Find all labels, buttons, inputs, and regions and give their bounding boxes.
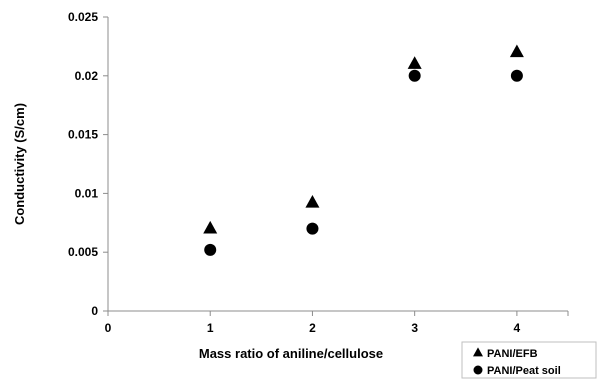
x-tick-label: 4: [514, 321, 521, 335]
data-point-circle: [408, 69, 421, 82]
data-point-triangle: [203, 220, 218, 234]
y-tick-label: 0: [91, 304, 98, 318]
y-tick-label: 0.01: [75, 186, 99, 200]
y-tick-label: 0.025: [68, 10, 98, 24]
data-point-circle: [306, 222, 319, 235]
y-axis-title: Conductivity (S/cm): [12, 103, 27, 225]
legend-box: [461, 341, 597, 379]
x-tick-label: 2: [309, 321, 316, 335]
legend-label: PANI/EFB: [487, 348, 538, 360]
x-tick-label: 3: [411, 321, 418, 335]
data-point-triangle: [305, 194, 320, 208]
data-point-triangle: [509, 44, 524, 58]
y-tick-label: 0.02: [75, 69, 99, 83]
y-ticks: 0 0.005 0.01 0.015 0.02 0.025: [68, 10, 108, 318]
y-tick-label: 0.005: [68, 245, 98, 259]
x-tick-label: 1: [207, 321, 214, 335]
x-tick-label: 0: [105, 321, 112, 335]
x-axis-title: Mass ratio of aniline/cellulose: [199, 346, 383, 361]
legend: PANI/EFB PANI/Peat soil: [461, 341, 597, 379]
y-tick-label: 0.015: [68, 128, 98, 142]
data-point-circle: [204, 243, 217, 256]
legend-circle-marker: [473, 365, 483, 375]
legend-label: PANI/Peat soil: [487, 365, 561, 377]
data-point-circle: [510, 69, 523, 82]
data-marks: [203, 44, 524, 256]
legend-triangle-marker: [473, 347, 483, 357]
x-ticks: 0 1 2 3 4: [105, 311, 569, 335]
axes: [107, 17, 568, 312]
data-point-triangle: [407, 56, 422, 69]
